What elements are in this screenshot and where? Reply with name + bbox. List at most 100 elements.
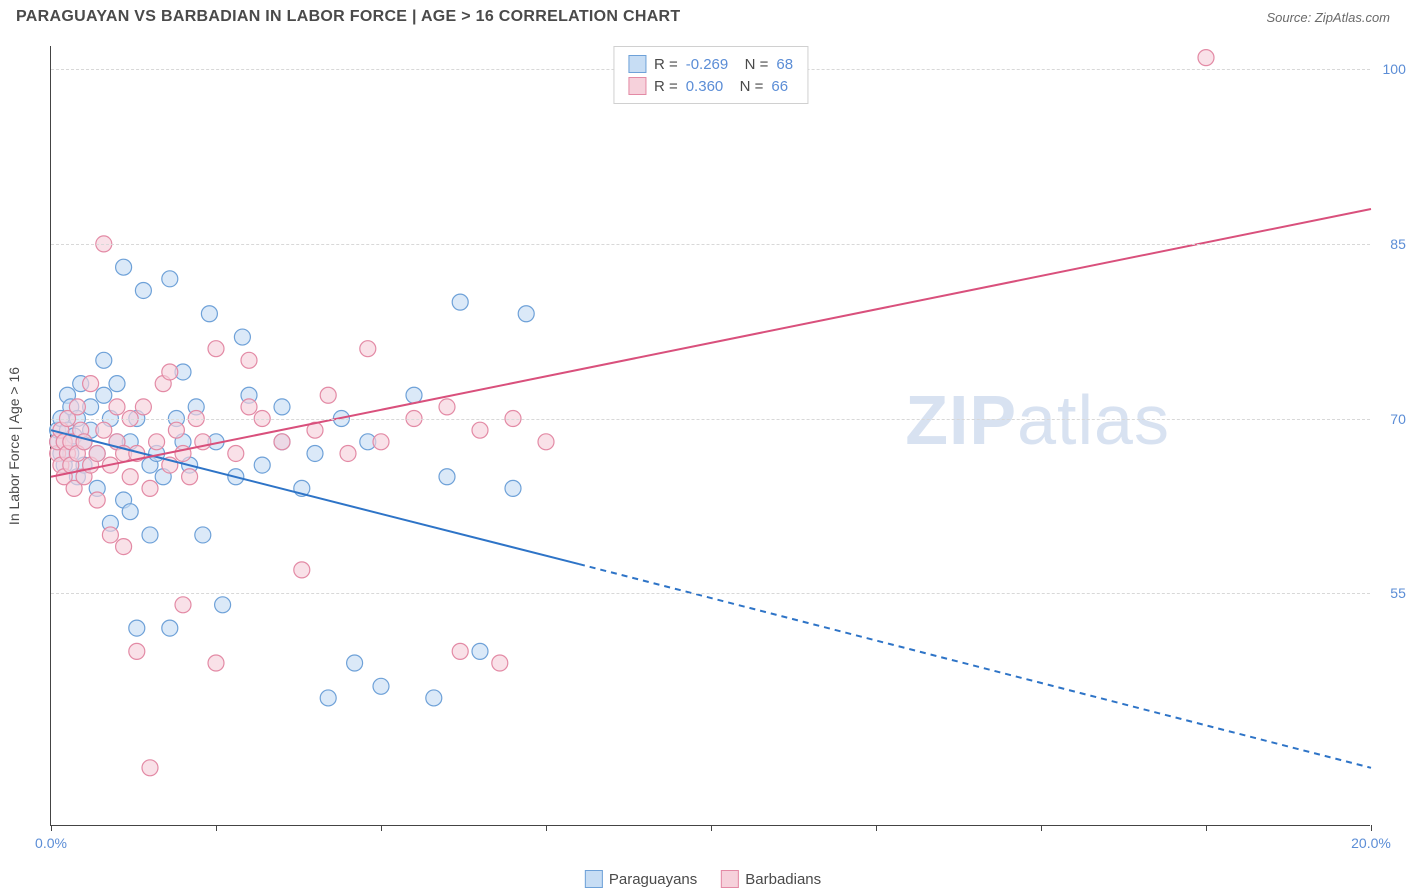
data-point <box>129 620 145 636</box>
data-point <box>472 422 488 438</box>
data-point <box>347 655 363 671</box>
y-tick-label: 85.0% <box>1390 236 1406 252</box>
swatch-paraguayans <box>585 870 603 888</box>
stat-label: R = <box>654 78 678 95</box>
data-point <box>307 445 323 461</box>
data-point <box>518 306 534 322</box>
n-value-barbadians: 66 <box>771 78 788 95</box>
n-value-paraguayans: 68 <box>776 56 793 73</box>
regression-line-extrapolated <box>579 564 1371 768</box>
data-point <box>439 469 455 485</box>
gridline <box>51 419 1370 420</box>
data-point <box>373 678 389 694</box>
x-tick <box>1206 825 1207 831</box>
data-point <box>320 690 336 706</box>
data-point <box>452 643 468 659</box>
y-axis-label: In Labor Force | Age > 16 <box>6 367 22 525</box>
data-point <box>175 597 191 613</box>
data-point <box>241 399 257 415</box>
data-point <box>96 387 112 403</box>
data-point <box>69 399 85 415</box>
swatch-barbadians <box>721 870 739 888</box>
legend-label: Paraguayans <box>609 871 697 888</box>
swatch-barbadians <box>628 77 646 95</box>
data-point <box>83 376 99 392</box>
legend-label: Barbadians <box>745 871 821 888</box>
legend-item-paraguayans: Paraguayans <box>585 870 697 888</box>
data-point <box>215 597 231 613</box>
x-tick-label: 20.0% <box>1351 835 1391 851</box>
data-point <box>426 690 442 706</box>
y-tick-label: 100.0% <box>1383 61 1406 77</box>
data-point <box>162 620 178 636</box>
data-point <box>116 259 132 275</box>
data-point <box>135 399 151 415</box>
data-point <box>168 422 184 438</box>
data-point <box>452 294 468 310</box>
data-point <box>320 387 336 403</box>
data-point <box>129 643 145 659</box>
swatch-paraguayans <box>628 55 646 73</box>
data-point <box>492 655 508 671</box>
data-point <box>208 341 224 357</box>
data-point <box>373 434 389 450</box>
scatter-svg <box>51 46 1370 825</box>
data-point <box>109 399 125 415</box>
data-point <box>162 364 178 380</box>
data-point <box>234 329 250 345</box>
regression-line <box>51 209 1371 477</box>
r-value-barbadians: 0.360 <box>686 78 724 95</box>
plot-area: ZIPatlas R = -0.269 N = 68 R = 0.360 N =… <box>50 46 1370 826</box>
data-point <box>228 445 244 461</box>
data-point <box>254 457 270 473</box>
x-tick <box>1041 825 1042 831</box>
data-point <box>274 434 290 450</box>
data-point <box>1198 50 1214 66</box>
data-point <box>294 562 310 578</box>
x-tick <box>546 825 547 831</box>
data-point <box>149 434 165 450</box>
data-point <box>472 643 488 659</box>
gridline <box>51 244 1370 245</box>
x-tick <box>381 825 382 831</box>
legend-row-paraguayans: R = -0.269 N = 68 <box>628 53 793 75</box>
data-point <box>109 376 125 392</box>
data-point <box>142 527 158 543</box>
data-point <box>116 539 132 555</box>
x-tick <box>1371 825 1372 831</box>
data-point <box>162 271 178 287</box>
data-point <box>505 480 521 496</box>
x-tick <box>216 825 217 831</box>
data-point <box>208 655 224 671</box>
data-point <box>195 527 211 543</box>
data-point <box>142 480 158 496</box>
stat-label: N = <box>736 56 768 73</box>
data-point <box>201 306 217 322</box>
stat-label: N = <box>731 78 763 95</box>
legend-row-barbadians: R = 0.360 N = 66 <box>628 75 793 97</box>
data-point <box>241 352 257 368</box>
source-attribution: Source: ZipAtlas.com <box>1266 10 1390 25</box>
y-tick-label: 55.0% <box>1390 585 1406 601</box>
data-point <box>89 492 105 508</box>
y-tick-label: 70.0% <box>1390 411 1406 427</box>
data-point <box>102 527 118 543</box>
data-point <box>182 469 198 485</box>
stat-label: R = <box>654 56 678 73</box>
data-point <box>406 387 422 403</box>
data-point <box>122 504 138 520</box>
data-point <box>538 434 554 450</box>
x-tick <box>876 825 877 831</box>
data-point <box>360 341 376 357</box>
chart-title: PARAGUAYAN VS BARBADIAN IN LABOR FORCE |… <box>16 8 680 26</box>
data-point <box>340 445 356 461</box>
data-point <box>135 282 151 298</box>
legend-item-barbadians: Barbadians <box>721 870 821 888</box>
gridline <box>51 593 1370 594</box>
r-value-paraguayans: -0.269 <box>686 56 729 73</box>
data-point <box>142 760 158 776</box>
correlation-legend: R = -0.269 N = 68 R = 0.360 N = 66 <box>613 46 808 104</box>
data-point <box>274 399 290 415</box>
x-tick <box>51 825 52 831</box>
x-tick <box>711 825 712 831</box>
